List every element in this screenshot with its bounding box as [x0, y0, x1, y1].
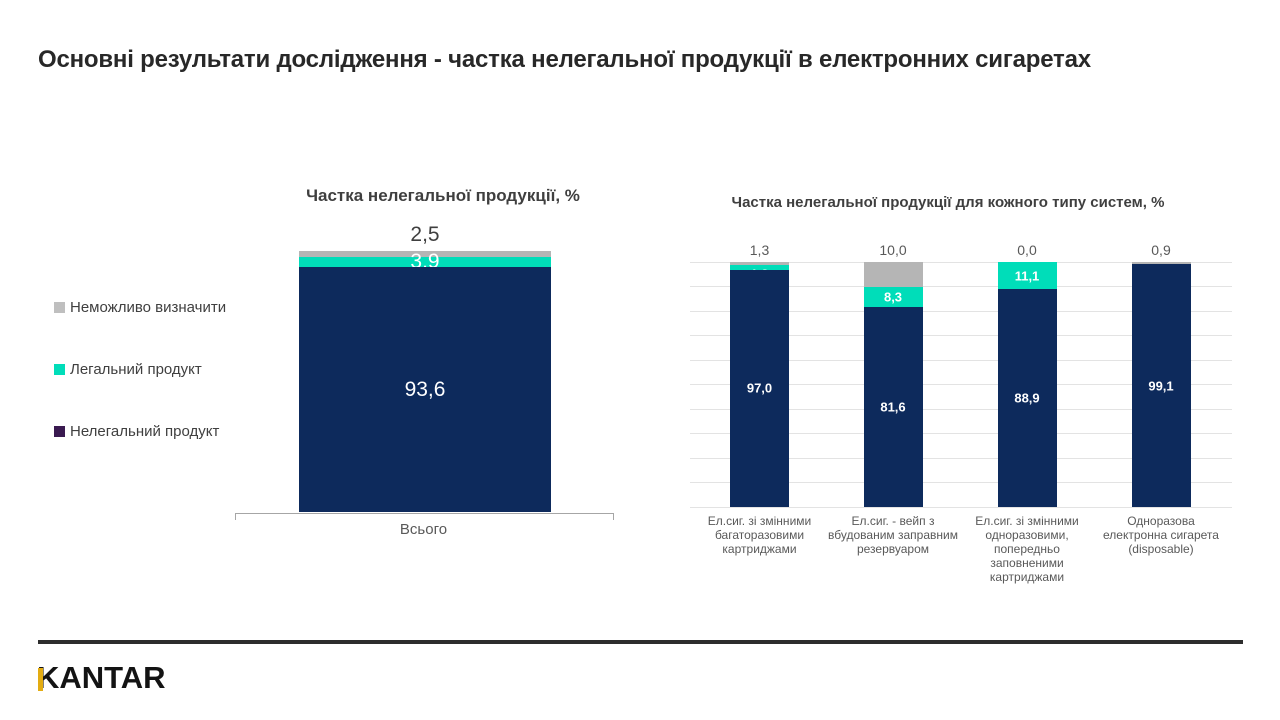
- bar-segment-legal: [299, 257, 551, 268]
- category-label: Ел.сиг. зі змінними одноразовими, попере…: [975, 514, 1079, 584]
- bar-segment-legal: [730, 265, 789, 270]
- legend-label: Неможливо визначити: [70, 299, 227, 316]
- bar-segment-undetermined: [299, 250, 551, 258]
- gridline: [690, 506, 1232, 508]
- bar-segment-undetermined: [863, 262, 923, 287]
- kantar-logo: KANTAR: [37, 660, 166, 695]
- gridline: [690, 482, 1232, 483]
- gridline: [690, 335, 1232, 336]
- bar-segment-undetermined: [730, 262, 789, 266]
- bar-segment-legal: [997, 262, 1057, 290]
- gridline: [690, 359, 1232, 361]
- bar-value-label-above: 10,0: [879, 242, 907, 258]
- bar-value-label-above: 2,5: [410, 222, 440, 246]
- legend-swatch-purple: [54, 426, 65, 437]
- gridline: [690, 310, 1232, 312]
- gridline: [690, 261, 1232, 263]
- legend-label: Нелегальний продукт: [70, 423, 220, 440]
- kantar-logo-yellow-accent: [38, 668, 43, 691]
- legend-swatch-gray: [54, 302, 65, 313]
- bar-value-label: 93,6: [404, 377, 446, 401]
- bar-value-label: 81,6: [880, 399, 906, 415]
- gridline: [690, 457, 1232, 459]
- bar-segment-illegal: [1131, 264, 1191, 507]
- bar-value-label: 99,1: [1148, 378, 1174, 394]
- bar-segment-illegal: [730, 269, 789, 508]
- footer-divider: [38, 640, 1243, 644]
- bar-segment-undetermined: [1131, 262, 1191, 265]
- gridline: [690, 384, 1232, 385]
- bar-value-label-above: 1,3: [749, 242, 770, 258]
- legend-label: Легальний продукт: [70, 361, 202, 378]
- kantar-logo-text: KANTAR: [37, 660, 166, 695]
- bar-segment-illegal: [299, 267, 551, 512]
- left-chart-category-label: Всього: [399, 521, 448, 538]
- category-label: Ел.сиг. зі змінними багаторазовими картр…: [707, 514, 812, 556]
- slide-title: Основні результати дослідження - частка …: [38, 46, 1091, 73]
- bar-segment-illegal: [863, 306, 923, 507]
- bar-value-label-above: 0,0: [1017, 242, 1037, 258]
- category-label: Одноразова електронна сигарета (disposab…: [1103, 514, 1219, 556]
- bar-value-label: 8,3: [883, 289, 903, 305]
- bar-segment-illegal: [997, 289, 1057, 507]
- legend-swatch-teal: [54, 364, 65, 375]
- right-chart-title: Частка нелегальної продукції для кожного…: [731, 194, 1165, 211]
- left-chart-title: Частка нелегальної продукції, %: [306, 186, 580, 205]
- bar-value-label: 0,0: [1151, 263, 1171, 279]
- bar-value-label: 97,0: [746, 380, 773, 396]
- bar-segment-legal: [863, 286, 923, 307]
- bar-value-label: 11,1: [1014, 268, 1040, 284]
- bar-value-label: 3,9: [410, 250, 440, 274]
- gridline: [690, 433, 1232, 434]
- bar-value-label-above: 0,9: [1151, 242, 1171, 258]
- gridline: [690, 408, 1232, 410]
- bar-value-label: 1,8: [750, 266, 769, 282]
- gridline: [690, 286, 1232, 287]
- bar-value-label: 88,9: [1014, 390, 1040, 406]
- left-chart-axis: [235, 513, 614, 520]
- category-label: Ел.сиг. - вейп з вбудованим заправним ре…: [828, 514, 958, 556]
